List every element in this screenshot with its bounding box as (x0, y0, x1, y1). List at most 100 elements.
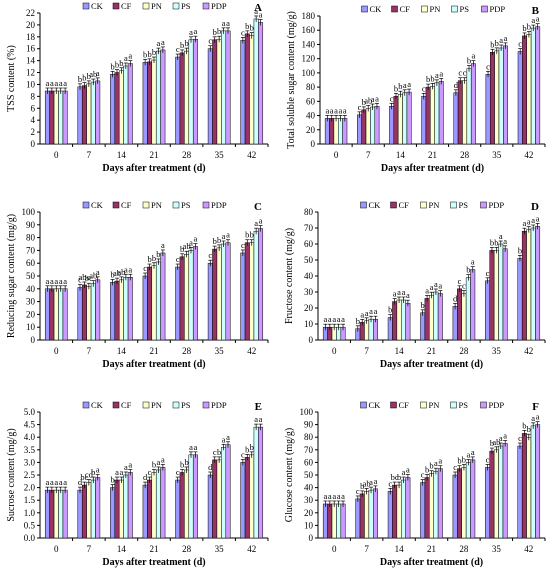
significance-letter: a (226, 230, 230, 240)
bar-pn (333, 118, 339, 145)
bar-ck (175, 479, 181, 539)
significance-letter: a (226, 18, 230, 28)
legend-swatch (172, 2, 180, 10)
x-tick-label: 35 (215, 544, 225, 554)
bar-ck (142, 275, 148, 341)
bar-ck (77, 287, 83, 341)
significance-letter: a (254, 414, 258, 424)
bar-pdp (225, 444, 231, 539)
significance-letter: a (120, 467, 124, 477)
significance-letter: c (486, 61, 490, 71)
significance-letter: a (522, 218, 526, 228)
significance-letter: a (115, 467, 119, 477)
legend-label: PS (459, 400, 469, 410)
significance-letter: a (466, 449, 470, 459)
y-tick-label: 8 (31, 91, 36, 101)
significance-letter: b (217, 235, 221, 245)
y-tick-label: 20 (306, 125, 316, 135)
significance-letter: b (522, 420, 526, 430)
significance-letter: b (110, 61, 114, 71)
significance-letter: a (54, 78, 58, 88)
bar-ps (530, 425, 536, 539)
bar-pn (118, 70, 124, 145)
significance-letter: c (358, 102, 362, 112)
y-tick-label: 30 (26, 297, 36, 307)
legend-swatch (480, 401, 487, 409)
significance-letter: b (388, 305, 392, 315)
significance-letter: a (54, 477, 58, 487)
significance-letter: a (434, 279, 438, 289)
significance-letter: ab (183, 241, 191, 251)
significance-letter: b (119, 58, 123, 68)
significance-letter: a (161, 240, 165, 250)
legend-swatch (82, 401, 90, 409)
legend-swatch (202, 2, 210, 10)
bar-cf (424, 477, 430, 539)
bar-ck (421, 96, 427, 145)
legend-swatch (82, 2, 90, 10)
y-tick-label: 10 (304, 319, 314, 329)
significance-letter: a (438, 456, 442, 466)
significance-letter: a (504, 33, 508, 43)
bar-ck (110, 74, 116, 145)
significance-letter: a (337, 491, 341, 501)
bar-ck (452, 474, 458, 539)
legend-label: CF (399, 400, 410, 410)
bar-ck (387, 317, 393, 341)
y-axis-title: Total soluble sugar content (mg/g) (286, 11, 297, 149)
x-tick-label: 0 (332, 544, 337, 554)
significance-letter: b (147, 254, 151, 264)
bar-cf (81, 284, 87, 341)
significance-letter: a (128, 51, 132, 61)
bar-pn (184, 50, 190, 145)
bar-ck (44, 288, 50, 341)
y-tick-label: 30 (304, 287, 314, 297)
significance-letter: a (343, 105, 347, 115)
bar-pn (429, 294, 434, 341)
bar-pn (151, 265, 157, 341)
bar-ck (355, 498, 361, 539)
significance-letter: a (499, 231, 503, 241)
x-tick-label: 28 (182, 544, 192, 554)
y-tick-label: 0.5 (24, 520, 36, 530)
bar-pdp (160, 467, 166, 539)
bar-ck (110, 282, 116, 341)
significance-letter: a (63, 276, 67, 286)
bar-pn (429, 473, 434, 539)
y-tick-label: 4.0 (24, 432, 36, 442)
significance-letter: c (453, 462, 457, 472)
bar-ck (420, 312, 426, 341)
significance-letter: a (189, 442, 193, 452)
y-tick-label: 12 (26, 68, 35, 78)
significance-letter: a (531, 15, 535, 25)
y-tick-label: 80 (306, 82, 316, 92)
bar-pdp (192, 454, 198, 539)
significance-letter: c (458, 276, 462, 286)
y-tick-label: 0.0 (24, 533, 36, 543)
bar-pn (331, 503, 337, 539)
y-tick-label: 60 (306, 96, 316, 106)
chart-panel-e: 0.00.51.01.52.02.53.03.54.04.55.00a a a a a7… (6, 400, 269, 568)
y-tick-label: 90 (304, 420, 314, 430)
legend-swatch (450, 201, 457, 209)
significance-letter: a (369, 306, 373, 316)
x-tick-label: 0 (334, 150, 339, 160)
significance-letter: a (503, 236, 507, 246)
significance-letter: b (356, 316, 360, 326)
bar-ck (142, 62, 148, 145)
significance-letter: a (365, 308, 369, 318)
significance-letter: c (518, 433, 522, 443)
legend-label: PN (429, 400, 440, 410)
significance-letter: a (531, 413, 535, 423)
significance-letter: a (259, 216, 263, 226)
bar-ck (77, 86, 83, 145)
bar-ps (253, 426, 259, 539)
significance-letter: b (421, 300, 425, 310)
y-tick-label: 20 (26, 309, 36, 319)
bar-pn (396, 484, 402, 539)
x-axis-title: Days after treatment (d) (380, 359, 483, 370)
bar-pn (461, 293, 467, 341)
bar-cf (244, 33, 250, 145)
bar-pn (216, 38, 222, 145)
